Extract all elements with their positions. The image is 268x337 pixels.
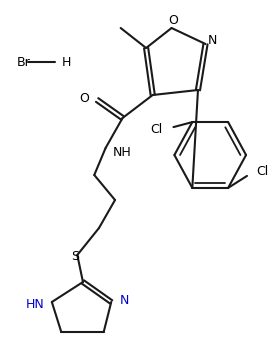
Text: H: H [62, 56, 72, 68]
Text: HN: HN [25, 298, 44, 310]
Text: N: N [120, 295, 129, 307]
Text: Cl: Cl [256, 165, 268, 178]
Text: Cl: Cl [150, 123, 162, 135]
Text: O: O [80, 92, 90, 104]
Text: S: S [71, 250, 79, 264]
Text: NH: NH [113, 146, 132, 158]
Text: Br: Br [17, 56, 31, 68]
Text: O: O [169, 14, 178, 28]
Text: N: N [207, 34, 217, 48]
